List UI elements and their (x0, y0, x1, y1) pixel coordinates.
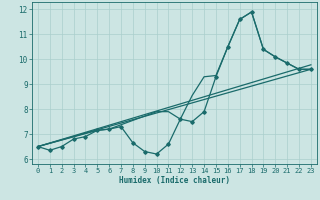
X-axis label: Humidex (Indice chaleur): Humidex (Indice chaleur) (119, 176, 230, 185)
